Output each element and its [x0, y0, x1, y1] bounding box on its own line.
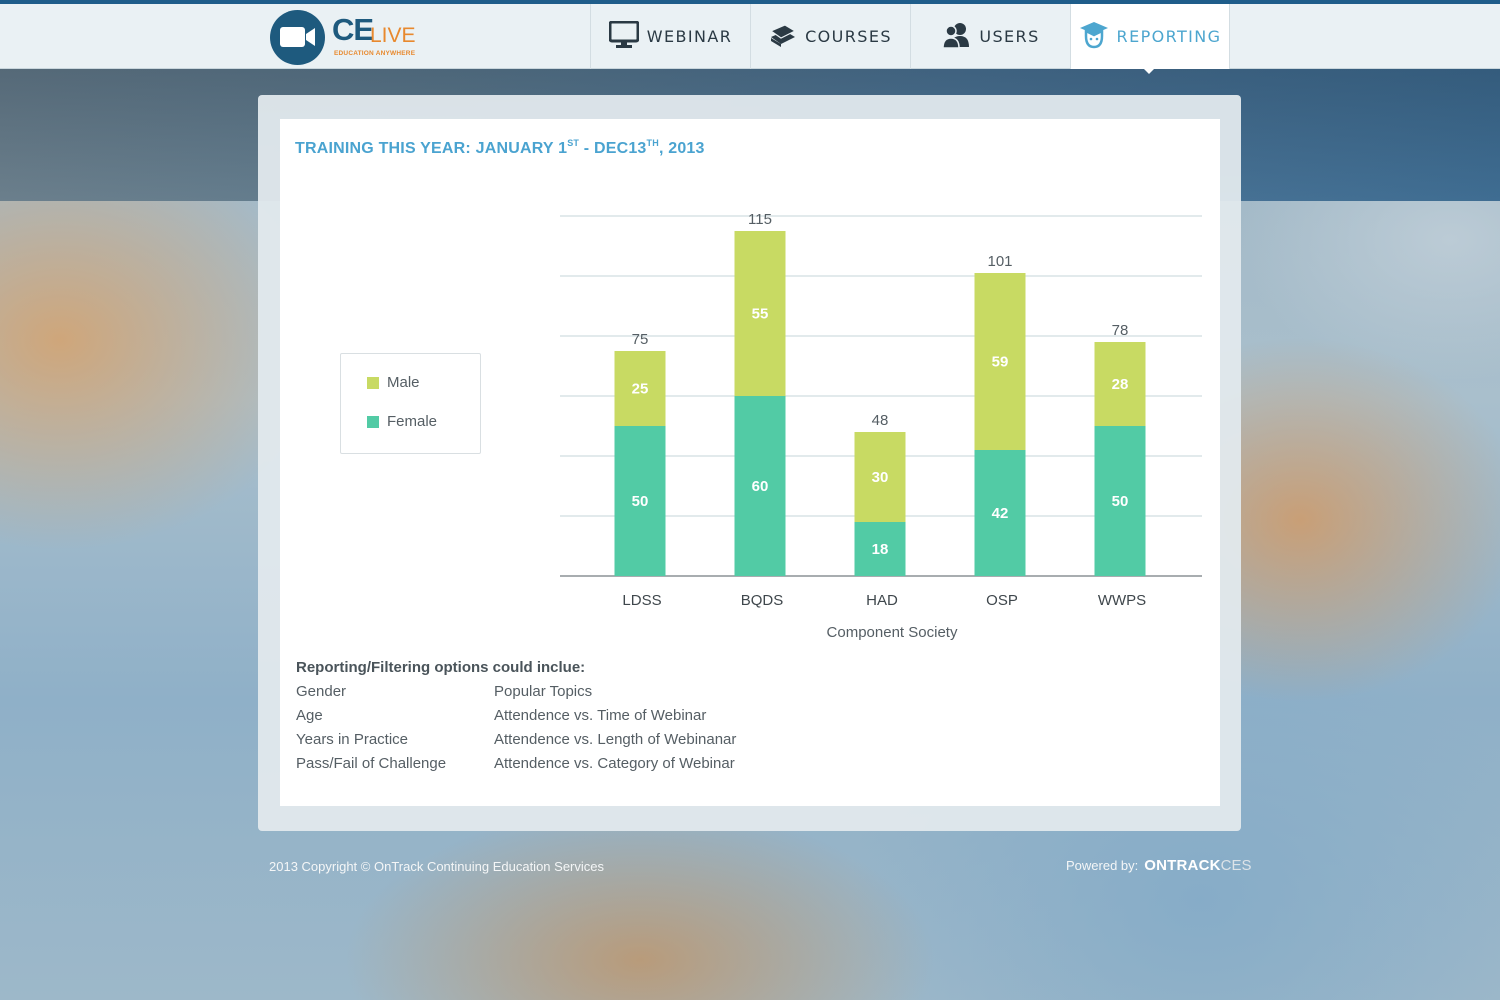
books-icon — [769, 21, 797, 53]
option-item: Pass/Fail of Challenge — [296, 755, 447, 772]
option-item: Attendence vs. Time of Webinar — [494, 707, 707, 724]
bar-value-label: 50 — [632, 493, 649, 510]
bar-value-label: 30 — [872, 469, 889, 486]
powered-by-label: Powered by: — [1066, 858, 1139, 873]
nav-item-reporting[interactable]: REPORTING — [1070, 4, 1230, 74]
legend-label-female: Female — [387, 413, 438, 430]
legend-label-male: Male — [387, 374, 420, 391]
x-tick-label: BQDS — [741, 592, 784, 609]
bar-female — [614, 426, 666, 576]
title-sup-1: ST — [567, 138, 580, 148]
nav-item-webinar[interactable]: WEBINAR — [590, 4, 750, 69]
x-tick-label: LDSS — [622, 592, 661, 609]
nav-label-users: USERS — [979, 27, 1040, 46]
monitor-icon — [608, 20, 640, 53]
options-right-list: Popular Topics Attendence vs. Time of We… — [494, 683, 736, 779]
option-item: Years in Practice — [296, 731, 409, 748]
bar-value-label: 42 — [992, 505, 1009, 522]
legend-item-female: Female — [367, 413, 437, 430]
options-left-list: Gender Age Years in Practice Pass/Fail o… — [296, 683, 446, 779]
nav-item-courses[interactable]: COURSES — [750, 4, 910, 69]
nav-label-courses: COURSES — [805, 27, 892, 46]
bar-male — [854, 432, 906, 522]
footer-powered-by[interactable]: Powered by: ONTRACKCES — [1066, 857, 1252, 874]
nav-label-reporting: REPORTING — [1116, 27, 1222, 46]
bar-value-label: 18 — [872, 541, 889, 558]
brand-main: ONTRACK — [1144, 857, 1221, 874]
graduate-icon — [1079, 21, 1109, 53]
bar-female — [1094, 426, 1146, 576]
nav-item-users[interactable]: USERS — [910, 4, 1070, 69]
bar-total-label: 48 — [872, 412, 889, 429]
nav-label-webinar: WEBINAR — [646, 27, 733, 46]
bar-value-label: 60 — [752, 478, 769, 495]
bar-male — [734, 231, 786, 396]
celive-logo[interactable]: CE LIVE EDUCATION ANYWHERE — [270, 10, 430, 68]
bar-value-label: 55 — [752, 306, 769, 323]
bar-value-label: 50 — [1112, 493, 1129, 510]
ontrack-logo: ONTRACKCES — [1144, 857, 1251, 874]
option-item: Attendence vs. Length of Webinanar — [494, 731, 737, 748]
chart-legend: Male Female — [340, 353, 481, 454]
footer-copyright: 2013 Copyright © OnTrack Continuing Educ… — [269, 859, 604, 874]
bar-female — [974, 450, 1026, 576]
bar-value-label: 59 — [992, 354, 1009, 371]
bar-total-label: 78 — [1112, 322, 1129, 339]
bar-male — [1094, 342, 1146, 426]
main-nav: WEBINAR COURSES USERS — [590, 4, 1230, 74]
logo-accent-text: LIVE — [370, 24, 416, 47]
legend-item-male: Male — [367, 374, 420, 391]
bar-female — [854, 522, 906, 576]
bar-value-label: 28 — [1112, 376, 1129, 393]
x-tick-label: HAD — [866, 592, 898, 609]
legend-swatch-female — [367, 415, 379, 428]
title-text-3: , 2013 — [658, 140, 705, 157]
camera-icon — [270, 10, 325, 65]
option-item: Attendence vs. Category of Webinar — [494, 755, 735, 772]
title-text-1: TRAINING THIS YEAR: JANUARY 1 — [295, 140, 568, 157]
x-axis-title: Component Society — [826, 624, 958, 641]
bar-total-label: 75 — [632, 331, 649, 348]
bar-total-label: 115 — [748, 211, 772, 228]
bar-female — [734, 396, 786, 576]
bar-male — [614, 351, 666, 426]
bar-value-label: 25 — [632, 381, 649, 398]
stacked-bar-chart: 50 25 75 LDSS 60 55 115 BQDS 18 30 48 HAD 42 59 101 OSP… — [560, 211, 1202, 609]
bar-total-label: 101 — [987, 253, 1012, 270]
option-item: Popular Topics — [494, 683, 593, 700]
report-title: TRAINING THIS YEAR: JANUARY 1ST - DEC13T… — [295, 138, 705, 158]
users-icon — [941, 21, 971, 53]
top-header: CE LIVE EDUCATION ANYWHERE WEBINAR — [0, 0, 1500, 74]
option-item: Gender — [296, 683, 347, 700]
title-sup-2: TH — [646, 138, 659, 148]
bar-male — [974, 273, 1026, 450]
options-heading: Reporting/Filtering options could inclue… — [296, 659, 586, 676]
option-item: Age — [296, 707, 323, 724]
x-tick-label: WWPS — [1098, 592, 1146, 609]
title-text-2: - DEC13 — [579, 140, 647, 157]
brand-accent: CES — [1220, 857, 1252, 874]
logo-text: CE — [332, 12, 374, 47]
logo-tagline: EDUCATION ANYWHERE — [334, 50, 416, 57]
legend-swatch-male — [367, 376, 379, 389]
x-tick-label: OSP — [986, 592, 1018, 609]
